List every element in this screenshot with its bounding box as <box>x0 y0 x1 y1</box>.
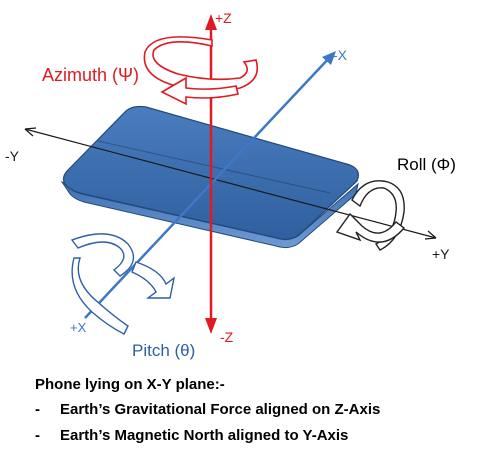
z-axis <box>205 14 217 334</box>
azimuth-rotation-arrow <box>143 36 259 106</box>
x-axis <box>84 51 336 319</box>
minus-y-label: -Y <box>5 148 20 164</box>
plus-y-label: +Y <box>432 246 450 262</box>
minus-z-label: -Z <box>220 329 234 345</box>
azimuth-label: Azimuth (Ψ) <box>42 65 139 85</box>
plus-z-label: +Z <box>215 10 232 26</box>
plus-x-label: +X <box>70 320 87 335</box>
minus-x-label: -X <box>333 47 348 63</box>
roll-rotation-arrow <box>335 180 406 251</box>
y-axis <box>24 127 437 240</box>
pitch-label: Pitch (θ) <box>132 341 195 360</box>
pitch-rotation-arrow <box>70 233 176 335</box>
roll-label: Roll (Φ) <box>397 155 456 174</box>
